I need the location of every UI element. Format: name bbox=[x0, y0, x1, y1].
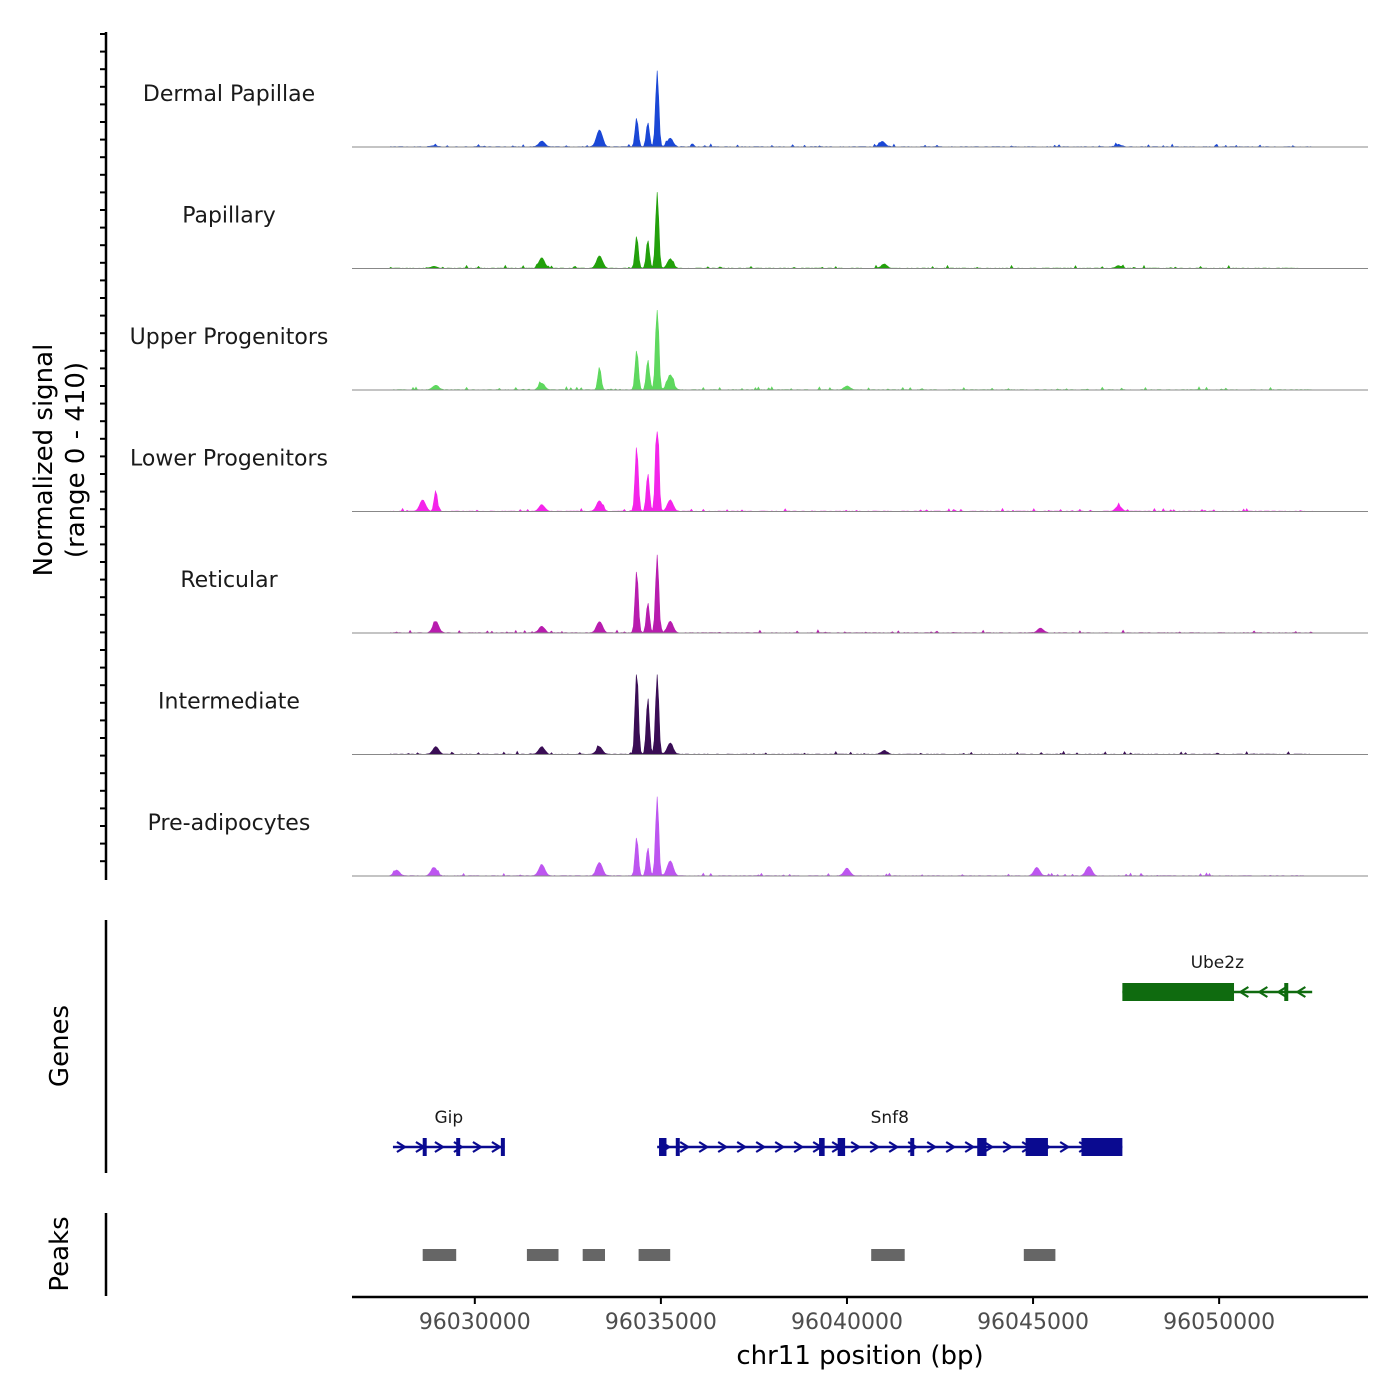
gene-strand-arrow bbox=[964, 1141, 976, 1153]
x-tick-label: 96050000 bbox=[1163, 1310, 1275, 1335]
coverage-area-1 bbox=[388, 192, 1313, 269]
gene-exon-snf8 bbox=[910, 1138, 915, 1156]
gene-strand-arrow bbox=[491, 1141, 503, 1153]
gene-strand-arrow bbox=[774, 1141, 786, 1153]
gene-strand-arrow bbox=[755, 1141, 767, 1153]
gene-strand-arrow bbox=[396, 1141, 408, 1153]
gene-strand-arrow bbox=[793, 1141, 805, 1153]
coverage-y-axis bbox=[100, 32, 108, 880]
track-label-2: Upper Progenitors bbox=[130, 325, 329, 350]
gene-strand-arrow bbox=[698, 1141, 710, 1153]
gene-strand-arrow bbox=[945, 1141, 957, 1153]
gene-exon-snf8 bbox=[837, 1138, 846, 1156]
peak-region-2 bbox=[582, 1249, 605, 1261]
track-label-4: Reticular bbox=[180, 568, 278, 593]
gene-strand-arrow bbox=[1002, 1141, 1014, 1153]
gene-strand-arrow bbox=[1059, 1141, 1071, 1153]
gene-exon-gip bbox=[422, 1138, 427, 1156]
coverage-area-2 bbox=[389, 309, 1313, 391]
x-tick-label: 96035000 bbox=[605, 1310, 717, 1335]
gene-exon-ube2z bbox=[1284, 983, 1289, 1001]
gene-strand-arrow bbox=[434, 1141, 446, 1153]
gene-label-snf8: Snf8 bbox=[871, 1108, 909, 1128]
x-tick-label: 96045000 bbox=[977, 1310, 1089, 1335]
coverage-area-5 bbox=[389, 674, 1313, 755]
gene-strand-arrow bbox=[472, 1141, 484, 1153]
gene-strand-arrow bbox=[1257, 986, 1268, 998]
peak-region-5 bbox=[1023, 1249, 1056, 1261]
gene-strand-arrow bbox=[983, 1141, 995, 1153]
gene-exon-ube2z bbox=[1122, 983, 1235, 1001]
gene-exon-snf8 bbox=[1081, 1138, 1123, 1156]
x-axis-label: chr11 position (bp) bbox=[736, 1341, 983, 1371]
gene-strand-arrow bbox=[1276, 986, 1287, 998]
gene-exon-snf8 bbox=[819, 1138, 825, 1156]
y-axis-label-line1: Normalized signal bbox=[29, 344, 59, 577]
gene-exon-snf8 bbox=[1025, 1138, 1048, 1156]
peak-region-3 bbox=[638, 1249, 671, 1261]
gene-strand-arrow bbox=[1238, 986, 1249, 998]
coverage-area-6 bbox=[388, 796, 1313, 877]
peak-region-0 bbox=[422, 1249, 457, 1261]
gene-exon-gip bbox=[500, 1138, 505, 1156]
track-label-6: Pre-adipocytes bbox=[148, 811, 311, 836]
coverage-area-3 bbox=[389, 431, 1313, 513]
coverage-area-4 bbox=[389, 554, 1313, 634]
coverage-tracks: Dermal Papillae Papillary Upper Progenitor… bbox=[130, 70, 1368, 877]
x-tick-label: 96030000 bbox=[419, 1310, 531, 1335]
track-label-1: Papillary bbox=[182, 204, 276, 229]
coverage-area-0 bbox=[389, 70, 1313, 148]
genes-panel: Gip Snf8 Ube2z bbox=[392, 953, 1313, 1156]
gene-label-gip: Gip bbox=[434, 1108, 463, 1128]
track-label-5: Intermediate bbox=[158, 690, 300, 715]
track-label-3: Lower Progenitors bbox=[130, 447, 328, 472]
peak-region-4 bbox=[871, 1249, 905, 1261]
y-axis-label-line2: (range 0 - 410) bbox=[61, 362, 91, 558]
gene-strand-arrow bbox=[679, 1141, 691, 1153]
gene-exon-gip bbox=[456, 1138, 461, 1156]
gene-strand-arrow bbox=[888, 1141, 900, 1153]
peaks-panel bbox=[422, 1249, 1056, 1261]
x-axis: 96030000 96035000 96040000 96045000 96050000 bbox=[352, 1295, 1368, 1335]
gene-label-ube2z: Ube2z bbox=[1191, 953, 1245, 973]
gene-strand-arrow bbox=[717, 1141, 729, 1153]
gene-strand-arrow bbox=[1295, 986, 1306, 998]
genes-panel-label: Genes bbox=[45, 1005, 75, 1087]
gene-strand-arrow bbox=[926, 1141, 938, 1153]
x-tick-label: 96040000 bbox=[791, 1310, 903, 1335]
gene-strand-arrow bbox=[736, 1141, 748, 1153]
gene-exon-snf8 bbox=[977, 1138, 987, 1156]
peak-region-1 bbox=[526, 1249, 559, 1261]
peaks-panel-label: Peaks bbox=[45, 1216, 75, 1291]
track-label-0: Dermal Papillae bbox=[143, 82, 315, 107]
gene-exon-snf8 bbox=[675, 1138, 680, 1156]
gene-exon-snf8 bbox=[659, 1138, 667, 1156]
gene-strand-arrow bbox=[850, 1141, 862, 1153]
gene-strand-arrow bbox=[869, 1141, 881, 1153]
